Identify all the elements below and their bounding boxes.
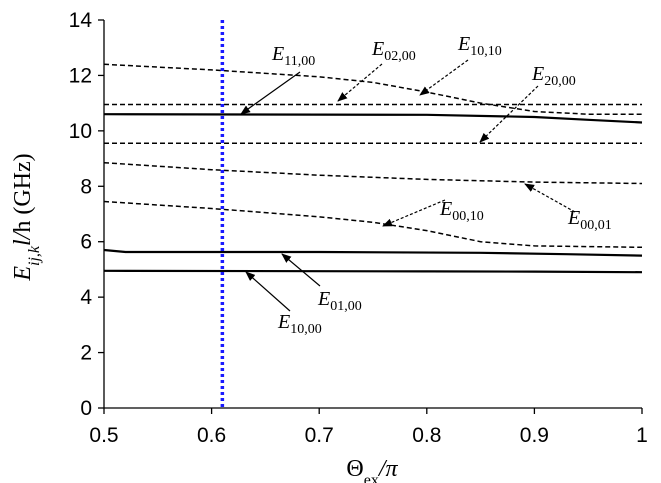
y-tick-label: 2 [80,342,92,365]
annotation-label: E10,00 [277,311,322,337]
x-tick-label: 0.7 [305,424,334,447]
annotation-label: E01,00 [317,288,362,314]
axes: 0 2 4 6 8 10 12 14 0.5 0.6 0.7 0.8 0.9 1 [69,9,648,447]
annotation-arrow [382,199,446,227]
y-tick-label: 10 [69,120,92,143]
y-tick-label: 14 [69,9,93,32]
x-tick-label: 0.9 [520,424,549,447]
y-tick-label: 0 [80,397,92,420]
series-line-3 [103,200,643,249]
y-tick-label: 4 [80,286,92,309]
x-tick-label: 1 [636,424,648,447]
annotation-label: E11,00 [271,43,315,69]
x-axis-title: Θex/π [346,456,398,483]
series-line-1 [103,248,643,257]
annotation-label: E02,00 [371,38,416,64]
y-tick-label: 12 [69,64,92,87]
annotation-arrow [245,271,291,312]
annotation-label: E10,10 [457,33,502,59]
annotation-arrow [419,59,469,96]
annotation-arrow [281,253,321,287]
y-tick-label: 8 [80,175,92,198]
annotation-arrow [240,71,301,115]
y-axis-title: Eij,kl/h (GHz) [10,153,43,281]
series-line-2 [103,113,643,124]
annotation-label: E20,00 [531,63,576,89]
annotations: E11,00 E02,00 E10,10 E20,00 E00,10 E00,01 E01,… [240,33,612,337]
series-line-0 [103,269,643,274]
x-tick-label: 0.8 [412,424,441,447]
annotation-label: E00,01 [567,207,612,233]
y-tick-label: 6 [80,231,92,254]
annotation-arrow [524,183,576,213]
annotation-label: E00,10 [439,198,484,224]
x-tick-label: 0.5 [89,424,118,447]
annotation-arrow [479,85,539,143]
x-tick-label: 0.6 [197,424,226,447]
annotation-arrow [337,63,383,102]
series-line-4 [103,161,643,185]
